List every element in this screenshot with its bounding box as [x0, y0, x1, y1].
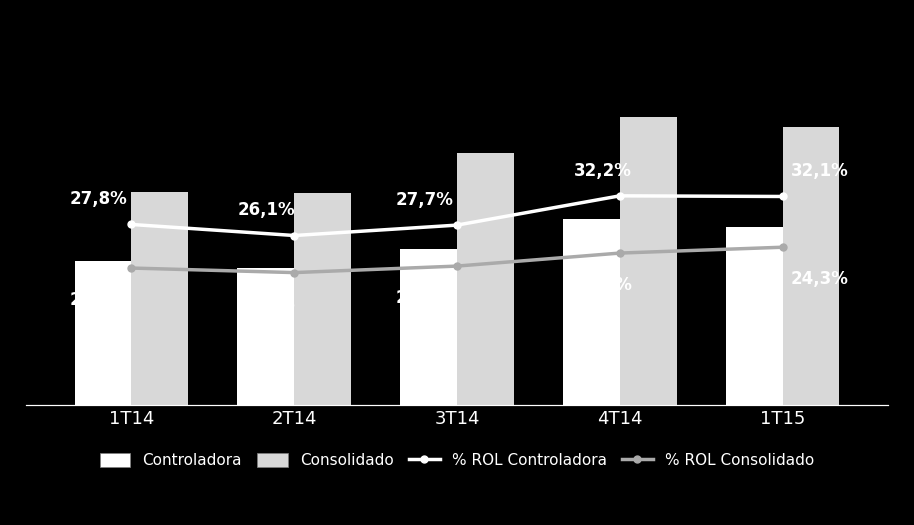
Bar [400, 249, 457, 405]
Line: % ROL Consolidado: % ROL Consolidado [128, 244, 786, 276]
Bar [75, 261, 132, 405]
Bar [782, 127, 839, 405]
Text: 23,4%: 23,4% [574, 276, 632, 294]
Text: 32,2%: 32,2% [574, 162, 632, 180]
Bar [132, 192, 188, 405]
% ROL Controladora [452, 222, 462, 228]
% ROL Consolidado [126, 265, 137, 271]
% ROL Consolidado [452, 263, 462, 269]
Line: % ROL Controladora: % ROL Controladora [128, 192, 786, 239]
Bar [294, 193, 351, 405]
Text: 21,1%: 21,1% [69, 291, 127, 309]
% ROL Consolidado [777, 244, 788, 250]
Legend: Controladora, Consolidado, % ROL Controladora, % ROL Consolidado: Controladora, Consolidado, % ROL Control… [92, 445, 822, 476]
% ROL Controladora [777, 193, 788, 200]
% ROL Consolidado [614, 250, 625, 256]
Text: 27,7%: 27,7% [395, 191, 453, 209]
Text: 32,1%: 32,1% [791, 162, 848, 180]
% ROL Controladora [614, 193, 625, 199]
Text: 24,3%: 24,3% [791, 270, 848, 288]
Bar [563, 219, 620, 405]
Text: 27,8%: 27,8% [69, 190, 127, 208]
Text: 20,4%: 20,4% [238, 296, 295, 313]
Bar [457, 153, 514, 405]
Text: 21,4%: 21,4% [395, 289, 453, 307]
Bar [726, 227, 782, 405]
Bar [238, 268, 294, 405]
Text: 26,1%: 26,1% [238, 201, 295, 219]
Bar [620, 117, 676, 405]
% ROL Controladora [126, 222, 137, 228]
% ROL Controladora [289, 233, 300, 239]
% ROL Consolidado [289, 269, 300, 276]
